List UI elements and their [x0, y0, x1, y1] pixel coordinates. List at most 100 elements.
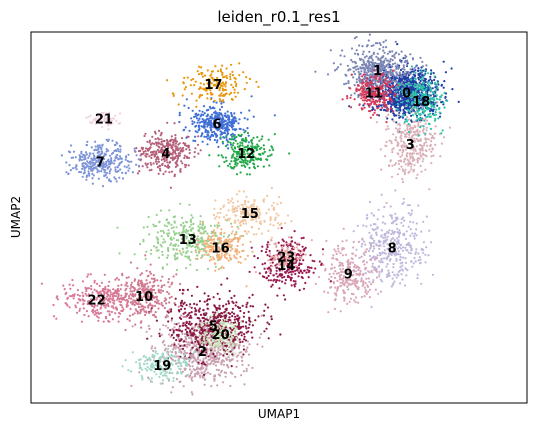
- point: [232, 142, 235, 145]
- point: [125, 281, 128, 284]
- point: [234, 117, 237, 120]
- point: [375, 270, 378, 273]
- point: [206, 327, 209, 330]
- point: [185, 164, 188, 167]
- point: [364, 281, 367, 285]
- point: [81, 167, 84, 170]
- point: [138, 371, 141, 374]
- point: [153, 288, 156, 292]
- point: [373, 247, 376, 250]
- point: [214, 114, 217, 117]
- point: [395, 77, 398, 80]
- point: [398, 105, 401, 108]
- point: [402, 169, 405, 173]
- point: [330, 263, 333, 266]
- point: [151, 284, 154, 288]
- point: [348, 105, 351, 108]
- point: [409, 53, 412, 56]
- point: [179, 282, 182, 286]
- point: [431, 147, 434, 150]
- point: [146, 166, 149, 169]
- point: [111, 299, 114, 302]
- point: [399, 149, 402, 152]
- point: [166, 326, 170, 329]
- point: [236, 314, 239, 317]
- point: [382, 46, 385, 49]
- point: [115, 277, 119, 280]
- point: [357, 95, 360, 99]
- point: [365, 277, 368, 280]
- point: [140, 146, 143, 149]
- point: [381, 261, 384, 264]
- point: [233, 318, 236, 321]
- point: [103, 273, 106, 276]
- point: [331, 257, 334, 260]
- point: [190, 306, 193, 309]
- point: [400, 140, 403, 143]
- point: [67, 172, 70, 176]
- point: [378, 47, 381, 51]
- point: [398, 246, 401, 249]
- point: [71, 167, 75, 170]
- point: [232, 153, 235, 156]
- point: [375, 256, 378, 259]
- point: [198, 331, 201, 334]
- point: [185, 148, 188, 151]
- point: [337, 244, 340, 247]
- point: [178, 120, 181, 124]
- point: [397, 123, 400, 126]
- point: [110, 157, 113, 160]
- point: [385, 77, 388, 80]
- point: [412, 262, 415, 265]
- point: [124, 284, 127, 287]
- point: [195, 329, 198, 332]
- point: [402, 66, 405, 69]
- point: [164, 164, 167, 167]
- point: [375, 65, 378, 68]
- point: [374, 228, 377, 231]
- point: [424, 97, 427, 100]
- point: [117, 150, 120, 153]
- point: [150, 335, 153, 338]
- point: [385, 128, 388, 131]
- point: [119, 157, 122, 160]
- point: [188, 365, 191, 368]
- point: [152, 150, 156, 153]
- point: [374, 258, 377, 261]
- point: [262, 152, 265, 155]
- point: [369, 110, 372, 113]
- point: [389, 68, 392, 72]
- point: [169, 310, 173, 313]
- point: [324, 267, 327, 271]
- point: [371, 262, 374, 265]
- point: [432, 154, 435, 157]
- point: [370, 54, 373, 57]
- point: [227, 302, 231, 305]
- point: [417, 123, 420, 126]
- point: [197, 129, 200, 132]
- point: [147, 324, 150, 328]
- point: [354, 65, 357, 68]
- point: [120, 160, 123, 163]
- point: [384, 222, 387, 225]
- point: [174, 165, 177, 168]
- point: [419, 164, 422, 168]
- point: [227, 311, 230, 315]
- point: [191, 393, 194, 396]
- point: [159, 134, 162, 137]
- point: [335, 272, 339, 275]
- point: [182, 312, 185, 315]
- point: [183, 344, 186, 347]
- point: [112, 151, 115, 154]
- point: [127, 276, 130, 279]
- point: [201, 328, 204, 331]
- point: [408, 80, 411, 83]
- point: [222, 304, 225, 307]
- point: [360, 295, 363, 299]
- point: [185, 304, 188, 307]
- point: [370, 212, 373, 215]
- point: [395, 136, 398, 139]
- point: [215, 368, 218, 371]
- point: [218, 165, 221, 168]
- point: [201, 140, 204, 143]
